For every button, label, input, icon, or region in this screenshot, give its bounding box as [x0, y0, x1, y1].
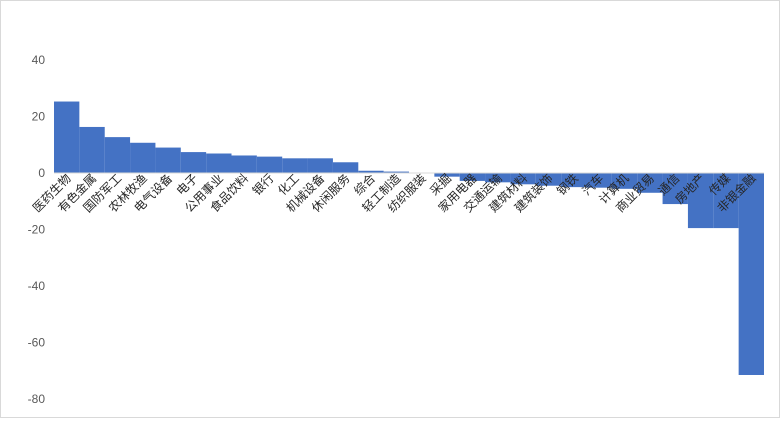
bar	[104, 137, 131, 173]
bar	[459, 173, 486, 181]
bar	[561, 173, 587, 188]
bar	[637, 173, 663, 193]
bar	[687, 173, 714, 229]
bar	[282, 158, 308, 173]
bar	[231, 155, 257, 173]
category-label: 银行	[250, 171, 277, 198]
bars	[54, 101, 764, 375]
y-tick-label: -60	[28, 336, 46, 350]
bar	[79, 126, 105, 173]
bar	[54, 101, 80, 173]
bar	[485, 173, 511, 183]
bar	[738, 173, 764, 375]
bar	[662, 173, 688, 205]
y-tick-label: 0	[38, 166, 45, 180]
bar	[155, 147, 181, 173]
bar	[256, 156, 283, 173]
bar	[611, 173, 638, 189]
y-tick-label: -40	[28, 279, 46, 293]
bar	[535, 173, 562, 186]
x-axis-labels: 医药生物有色金属国防军工农林牧渔电气设备电子公用事业食品饮料银行化工机械设备休闲…	[30, 171, 758, 216]
bar	[586, 173, 612, 188]
y-axis: 40 20 0 -20 -40 -60 -80	[28, 53, 46, 406]
y-tick-label: 40	[32, 53, 46, 67]
bar	[130, 142, 156, 173]
bar	[713, 173, 739, 229]
y-tick-label: 20	[32, 110, 46, 124]
y-tick-label: -80	[28, 392, 46, 406]
bar	[358, 170, 384, 173]
bar	[510, 173, 536, 185]
bar	[307, 158, 333, 173]
y-tick-label: -20	[28, 223, 46, 237]
bar	[434, 173, 460, 177]
bar	[206, 153, 232, 173]
bar	[180, 152, 207, 173]
bar	[332, 162, 359, 173]
bar	[383, 171, 409, 173]
